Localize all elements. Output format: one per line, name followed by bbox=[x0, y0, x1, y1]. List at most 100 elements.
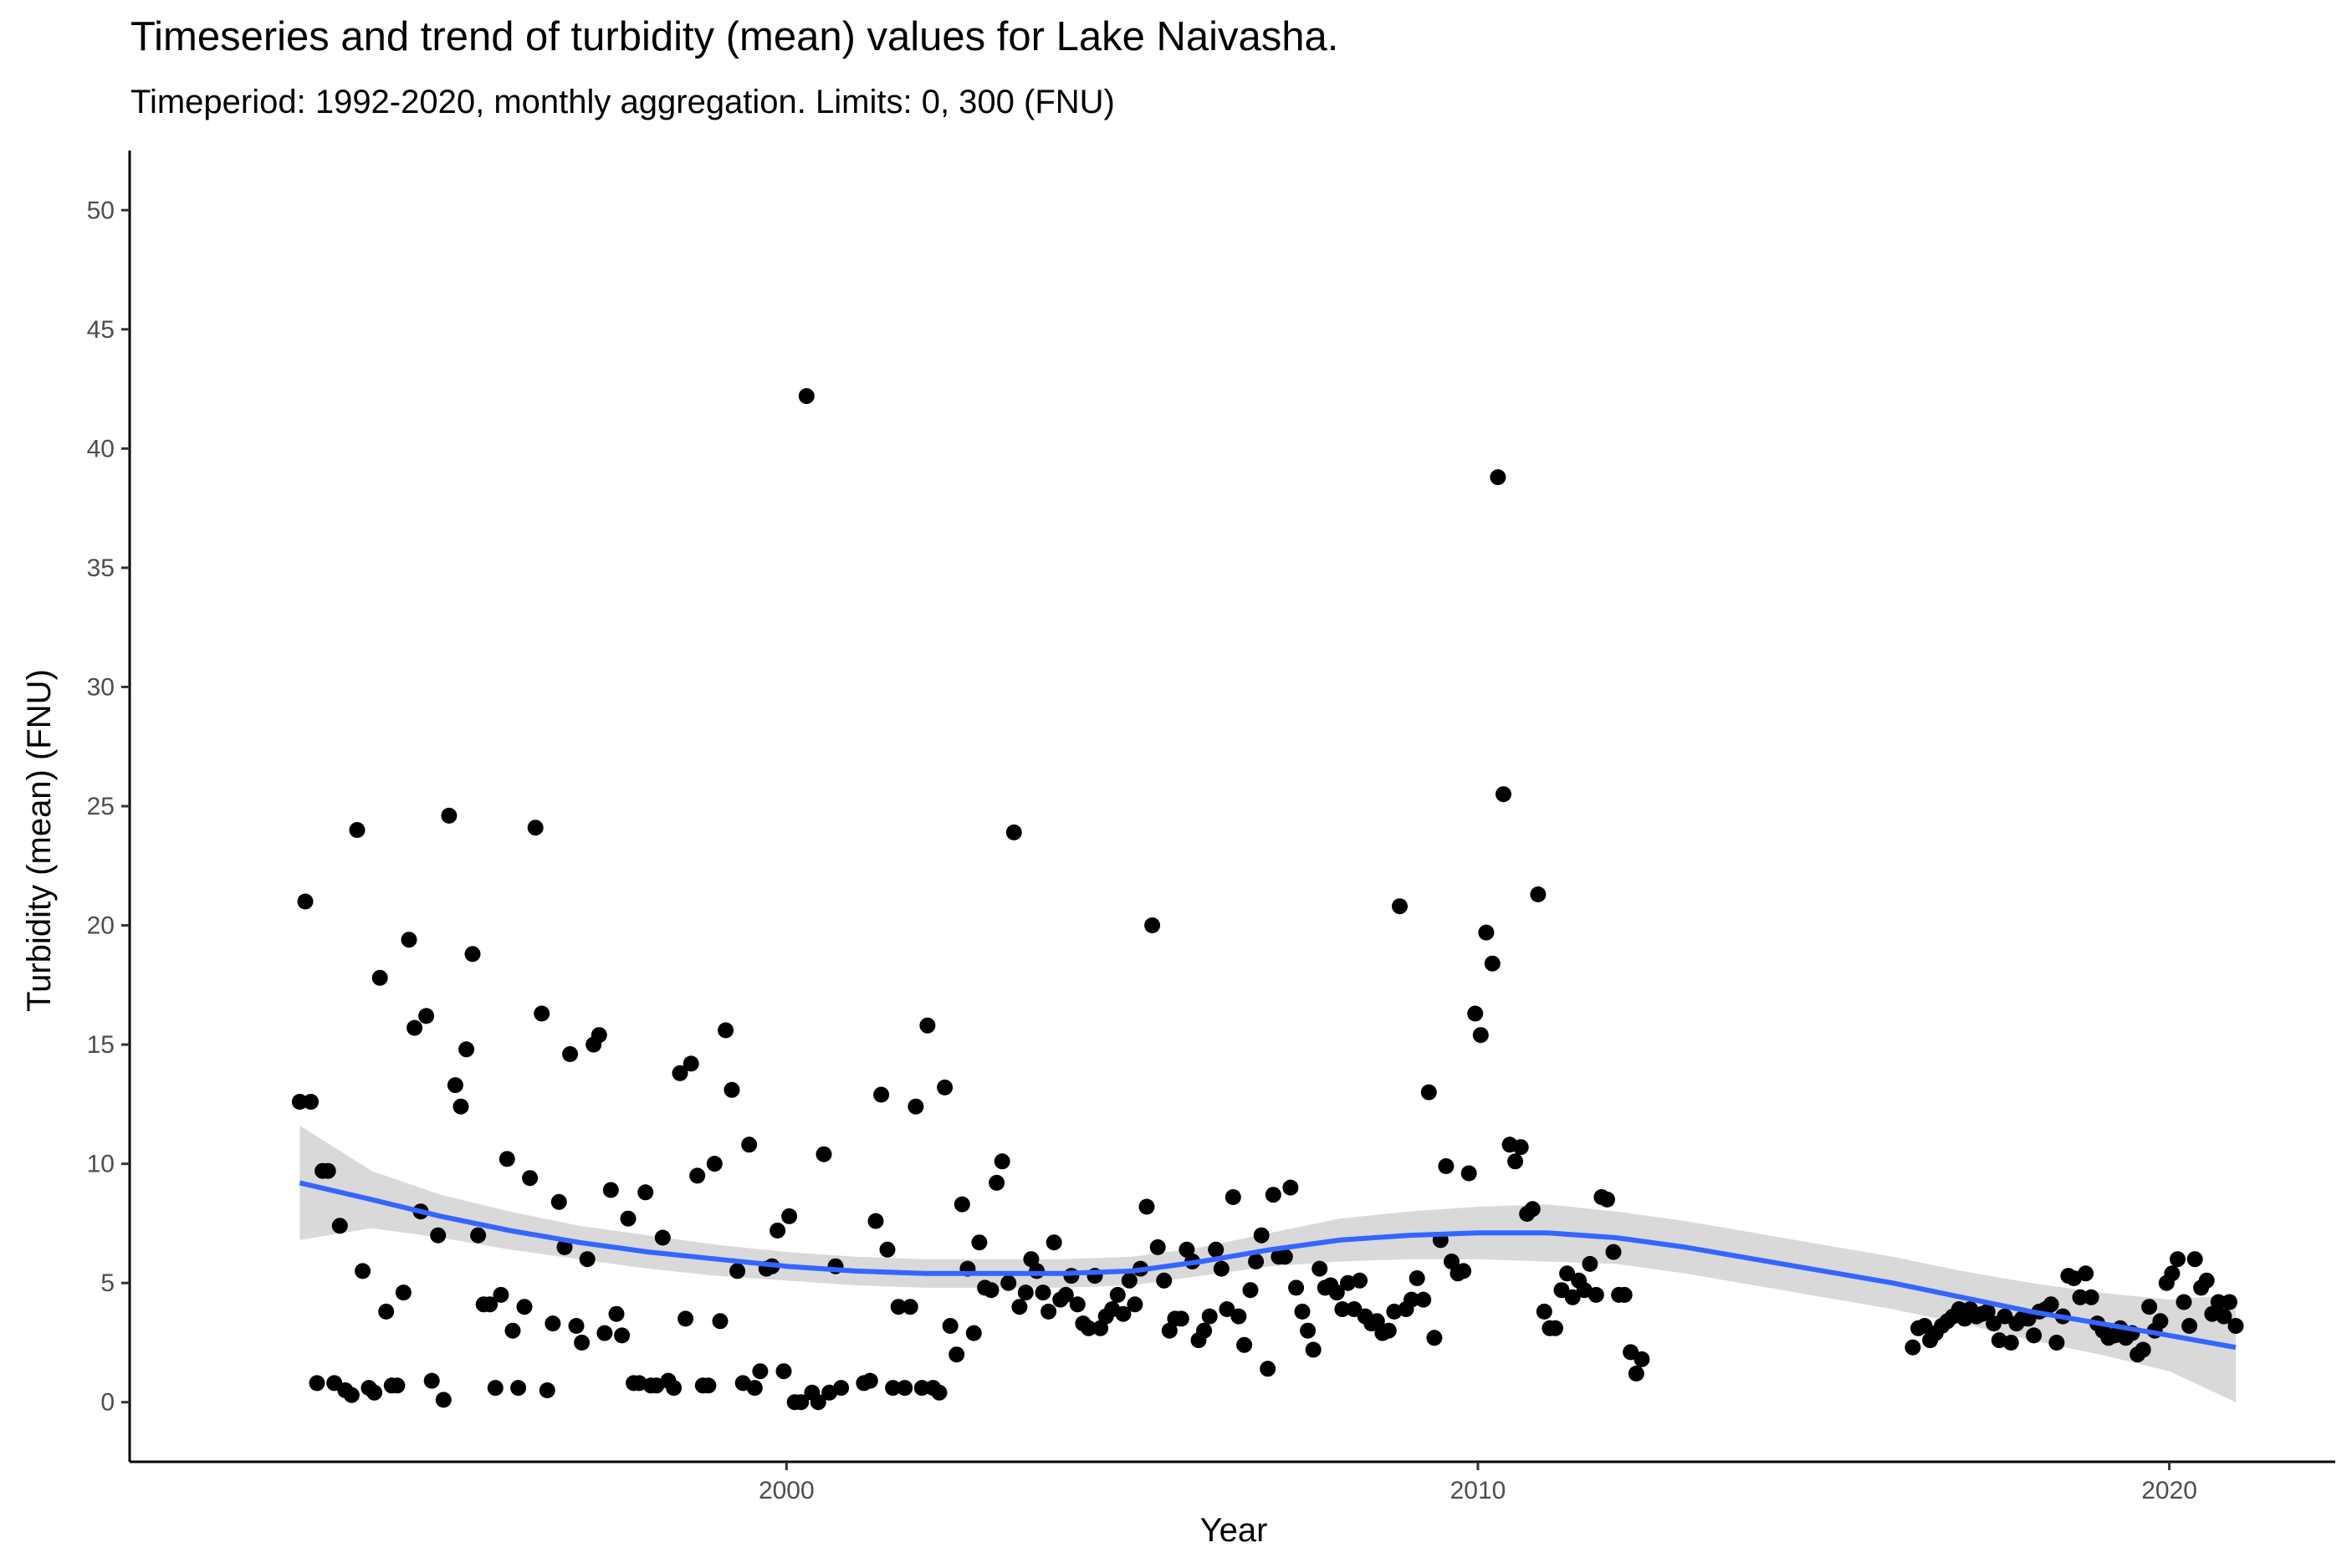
data-point bbox=[2216, 1308, 2232, 1325]
data-point bbox=[1340, 1274, 1356, 1291]
data-point bbox=[2176, 1294, 2192, 1310]
data-point bbox=[1213, 1260, 1230, 1277]
data-point bbox=[1000, 1274, 1017, 1291]
data-point bbox=[1582, 1255, 1598, 1272]
data-point bbox=[873, 1086, 890, 1103]
data-point bbox=[2170, 1251, 2186, 1268]
data-point bbox=[2141, 1299, 2158, 1315]
data-point bbox=[752, 1363, 769, 1380]
data-point bbox=[1628, 1366, 1644, 1382]
data-point bbox=[2078, 1265, 2094, 1282]
data-point bbox=[1368, 1313, 1385, 1330]
data-point bbox=[1196, 1322, 1213, 1339]
data-point bbox=[297, 893, 314, 910]
data-point bbox=[913, 1380, 930, 1397]
data-point bbox=[718, 1022, 734, 1039]
data-point bbox=[602, 1182, 619, 1198]
data-point bbox=[430, 1227, 447, 1244]
data-point bbox=[781, 1208, 798, 1224]
data-point bbox=[401, 932, 417, 948]
data-point bbox=[579, 1251, 596, 1268]
data-point bbox=[862, 1372, 878, 1389]
data-points bbox=[291, 388, 2244, 1411]
trend-line-group bbox=[299, 1180, 2237, 1351]
data-point bbox=[994, 1153, 1010, 1170]
data-point bbox=[1438, 1158, 1455, 1174]
data-point bbox=[470, 1227, 487, 1244]
data-point bbox=[2135, 1341, 2151, 1358]
data-point bbox=[596, 1325, 613, 1341]
data-point bbox=[965, 1325, 982, 1341]
data-point bbox=[1081, 1320, 1097, 1336]
data-point bbox=[1507, 1153, 1524, 1170]
data-point bbox=[482, 1296, 499, 1313]
data-point bbox=[746, 1380, 763, 1397]
data-point bbox=[1242, 1282, 1259, 1299]
data-point bbox=[1305, 1341, 1322, 1358]
data-point bbox=[1121, 1272, 1138, 1289]
x-axis-title: Year bbox=[1200, 1512, 1268, 1549]
data-point bbox=[527, 820, 544, 836]
data-point bbox=[2186, 1251, 2203, 1268]
confidence-band bbox=[299, 1126, 2237, 1402]
data-point bbox=[418, 1008, 435, 1024]
y-axis-title: Turbidity (mean) (FNU) bbox=[21, 669, 58, 1012]
data-point bbox=[1380, 1322, 1397, 1339]
y-tick-label: 20 bbox=[87, 912, 115, 940]
chart-title: Timeseries and trend of turbidity (mean)… bbox=[130, 14, 1338, 59]
data-point bbox=[983, 1282, 1000, 1299]
data-point bbox=[989, 1174, 1005, 1191]
data-point bbox=[1386, 1303, 1403, 1320]
data-point bbox=[729, 1263, 746, 1279]
data-point bbox=[1069, 1296, 1086, 1313]
data-point bbox=[902, 1299, 918, 1315]
data-point bbox=[2181, 1318, 2198, 1334]
y-tick-label: 50 bbox=[87, 197, 115, 224]
data-point bbox=[971, 1234, 988, 1251]
data-point bbox=[890, 1299, 907, 1315]
y-tick-label: 10 bbox=[87, 1151, 115, 1178]
data-point bbox=[816, 1146, 832, 1162]
data-point bbox=[303, 1094, 320, 1110]
data-point bbox=[395, 1285, 412, 1301]
data-point bbox=[672, 1065, 688, 1081]
data-point bbox=[683, 1055, 699, 1072]
data-point bbox=[1420, 1084, 1437, 1101]
data-point bbox=[1127, 1296, 1143, 1313]
data-point bbox=[1300, 1322, 1317, 1339]
data-point bbox=[1282, 1179, 1299, 1196]
data-point bbox=[775, 1363, 792, 1380]
data-point bbox=[1260, 1361, 1276, 1377]
data-point bbox=[700, 1377, 717, 1394]
data-point bbox=[2026, 1327, 2043, 1344]
data-point bbox=[1294, 1303, 1311, 1320]
data-point bbox=[1634, 1351, 1650, 1367]
data-point bbox=[510, 1380, 527, 1397]
data-point bbox=[1536, 1303, 1552, 1320]
data-point bbox=[1426, 1330, 1443, 1346]
data-point bbox=[1564, 1289, 1581, 1305]
data-point bbox=[493, 1286, 509, 1303]
data-point bbox=[885, 1380, 902, 1397]
data-point bbox=[1616, 1286, 1633, 1303]
y-tick-label: 45 bbox=[87, 316, 115, 344]
data-point bbox=[1444, 1254, 1460, 1269]
data-point bbox=[1392, 898, 1408, 915]
y-tick-label: 35 bbox=[87, 554, 115, 582]
data-point bbox=[1605, 1244, 1622, 1260]
y-tick-label: 5 bbox=[100, 1269, 115, 1297]
data-point bbox=[1248, 1254, 1265, 1269]
data-point bbox=[833, 1380, 850, 1397]
data-point bbox=[1109, 1286, 1126, 1303]
axes: 0 5 10 15 20 25 30 35 40 45 50 2000 2010 2020 bbox=[87, 151, 2335, 1504]
data-point bbox=[591, 1027, 607, 1044]
data-point bbox=[574, 1335, 591, 1351]
data-point bbox=[562, 1046, 579, 1062]
data-point bbox=[378, 1303, 395, 1320]
data-point bbox=[309, 1375, 325, 1392]
data-point bbox=[435, 1392, 452, 1408]
data-point bbox=[677, 1310, 694, 1327]
data-point bbox=[1905, 1339, 1921, 1356]
data-point bbox=[2002, 1335, 2019, 1351]
